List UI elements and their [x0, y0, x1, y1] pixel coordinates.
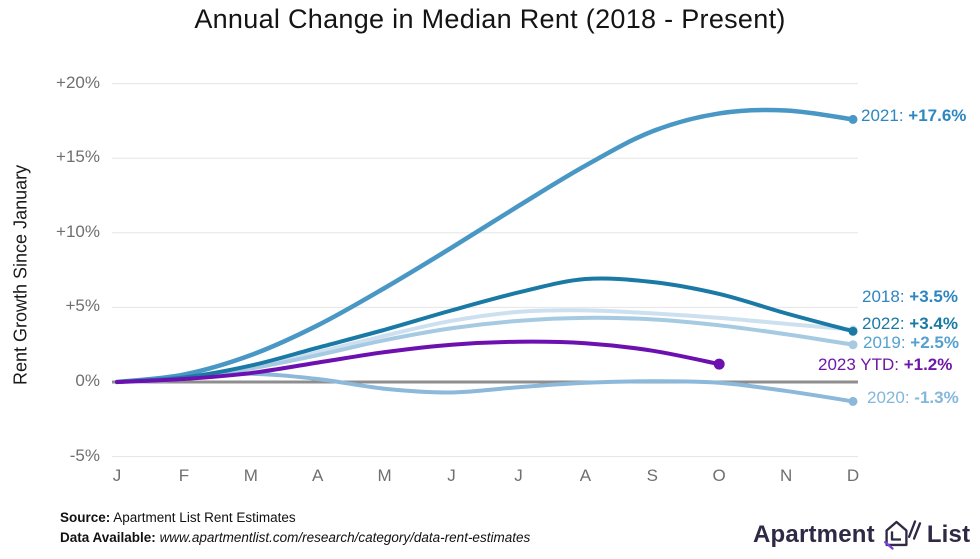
house-icon: [883, 520, 921, 550]
series-value: +1.2%: [903, 355, 953, 374]
x-tick-label: D: [846, 466, 860, 485]
endpoint-dot-2022: [848, 326, 858, 336]
y-tick-label: +15%: [56, 147, 100, 167]
series-label-2023-ytd: 2023 YTD: +1.2%: [818, 355, 952, 375]
endpoint-dot-2021: [848, 114, 858, 124]
series-year: 2022:: [862, 314, 905, 333]
endpoint-dot-2019: [848, 340, 858, 350]
data-available-line: Data Available: www.apartmentlist.com/re…: [60, 528, 530, 548]
series-label-2020: 2020: -1.3%: [867, 388, 959, 408]
x-tick-label: O: [712, 466, 726, 485]
x-tick-label: J: [112, 466, 122, 485]
source-text: Apartment List Rent Estimates: [113, 510, 296, 525]
y-tick-label: 0%: [75, 371, 100, 390]
footer: Source: Apartment List Rent Estimates Da…: [60, 508, 530, 548]
data-available-url[interactable]: www.apartmentlist.com/research/category/…: [159, 530, 531, 545]
x-tick-label: J: [447, 466, 456, 485]
data-available-label: Data Available:: [60, 530, 156, 545]
series-label-2018: 2018: +3.5%: [862, 287, 958, 307]
y-tick-label: +5%: [65, 296, 101, 316]
x-tick-label: J: [514, 466, 523, 485]
line-2023-ytd: [115, 339, 722, 384]
x-tick-label: S: [646, 466, 658, 485]
apartmentlist-logo: Apartment List: [753, 517, 970, 553]
y-tick-label: +10%: [56, 221, 100, 241]
line-2020: [115, 371, 855, 404]
source-label: Source:: [60, 510, 111, 525]
series-value: -1.3%: [914, 388, 959, 407]
series-value: +3.5%: [909, 287, 958, 306]
x-tick-label: A: [312, 466, 324, 485]
series-value: +17.6%: [908, 106, 967, 125]
series-year: 2019:: [863, 333, 906, 352]
y-tick-label: -5%: [69, 445, 100, 465]
series-value: +3.4%: [909, 314, 958, 333]
logo-text-apartment: Apartment: [753, 521, 875, 548]
line-2021: [114, 107, 856, 385]
x-tick-label: N: [779, 466, 793, 485]
y-tick-label: +20%: [56, 72, 100, 92]
x-tick-label: M: [377, 466, 392, 485]
x-tick-label: M: [243, 466, 258, 485]
x-tick-label: A: [579, 466, 592, 485]
chart-title: Annual Change in Median Rent (2018 - Pre…: [194, 4, 786, 34]
source-line: Source: Apartment List Rent Estimates: [60, 508, 530, 528]
series-year: 2023 YTD:: [818, 355, 899, 374]
series-label-2019: 2019: +2.5%: [863, 333, 959, 353]
endpoint-dot-2020: [848, 396, 858, 406]
x-tick-label: F: [178, 466, 190, 485]
series-year: 2020:: [867, 388, 910, 407]
series-year: 2021:: [861, 106, 904, 125]
series-value: +2.5%: [910, 333, 959, 352]
logo-text-list: List: [926, 521, 971, 548]
line-2019: [115, 315, 855, 384]
endpoint-dot-2023-ytd: [713, 358, 725, 370]
series-year: 2018:: [862, 287, 905, 306]
line-2022: [115, 276, 855, 384]
series-label-2022: 2022: +3.4%: [862, 314, 958, 334]
series-label-2021: 2021: +17.6%: [861, 106, 966, 126]
